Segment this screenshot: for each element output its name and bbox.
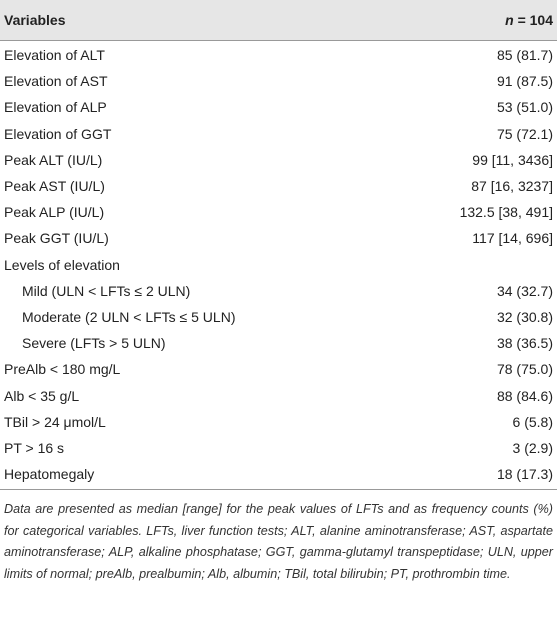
row-value: 132.5 [38, 491] [459,204,553,221]
row-value: 88 (84.6) [496,387,553,404]
row-value: 6 (5.8) [512,413,553,430]
table-row: Peak AST (IU/L) 87 [16, 3237] [0,173,557,199]
table-row: Mild (ULN < LFTs ≤ 2 ULN) 34 (32.7) [0,278,557,304]
row-label: PreAlb < 180 mg/L [4,361,121,378]
table-row: Elevation of GGT 75 (72.1) [0,121,557,147]
table-row: Peak ALT (IU/L) 99 [11, 3436] [0,147,557,173]
footnote: Data are presented as median [range] for… [4,502,553,581]
row-label: Peak GGT (IU/L) [4,230,109,247]
row-label: Elevation of ALP [4,99,107,116]
table-body: Elevation of ALT 85 (81.7) Elevation of AS… [0,41,557,491]
table-row: Severe (LFTs > 5 ULN) 38 (36.5) [0,330,557,356]
table-row: Elevation of ALT 85 (81.7) [0,42,557,68]
row-label: Severe (LFTs > 5 ULN) [22,335,166,352]
header-n: n = 104 [505,12,553,28]
table-row: Alb < 35 g/L 88 (84.6) [0,382,557,408]
table-row: PreAlb < 180 mg/L 78 (75.0) [0,356,557,382]
row-value: 85 (81.7) [496,47,553,64]
table-row: Moderate (2 ULN < LFTs ≤ 5 ULN) 32 (30.8) [0,304,557,330]
row-label: TBil > 24 μmol/L [4,413,106,430]
table-row: Elevation of ALP 53 (51.0) [0,94,557,120]
table-header: Variables n = 104 [0,0,557,41]
row-value: 32 (30.8) [496,308,553,325]
row-label: PT > 16 s [4,439,65,456]
table-row: Levels of elevation [0,252,557,278]
row-label: Hepatomegaly [4,466,95,483]
row-label: Elevation of ALT [4,47,105,64]
row-value: 3 (2.9) [512,439,553,456]
table-row: Hepatomegaly 18 (17.3) [0,461,557,487]
row-value: 38 (36.5) [496,335,553,352]
row-value: 78 (75.0) [496,361,553,378]
header-n-rest: = 104 [517,12,553,28]
row-value: 99 [11, 3436] [472,151,553,168]
row-value: 117 [14, 696] [472,230,553,247]
row-label: Peak ALT (IU/L) [4,151,103,168]
row-label: Moderate (2 ULN < LFTs ≤ 5 ULN) [22,308,236,325]
row-value: 18 (17.3) [496,466,553,483]
table-row: Peak GGT (IU/L) 117 [14, 696] [0,225,557,251]
row-label: Peak ALP (IU/L) [4,204,105,221]
row-label: Elevation of AST [4,73,108,90]
table-row: PT > 16 s 3 (2.9) [0,435,557,461]
row-value: 53 (51.0) [496,99,553,116]
row-label: Peak AST (IU/L) [4,178,105,195]
row-label: Elevation of GGT [4,125,112,142]
row-label: Levels of elevation [4,256,120,273]
row-value: 34 (32.7) [496,282,553,299]
row-value: 87 [16, 3237] [471,178,553,195]
row-value: 91 (87.5) [496,73,553,90]
header-variable: Variables [4,12,66,28]
row-label: Alb < 35 g/L [4,387,80,404]
table-row: TBil > 24 μmol/L 6 (5.8) [0,409,557,435]
table-row: Peak ALP (IU/L) 132.5 [38, 491] [0,199,557,225]
table-row: Elevation of AST 91 (87.5) [0,68,557,94]
row-value: 75 (72.1) [496,125,553,142]
row-label: Mild (ULN < LFTs ≤ 2 ULN) [22,282,191,299]
header-n-symbol: n [505,12,514,28]
